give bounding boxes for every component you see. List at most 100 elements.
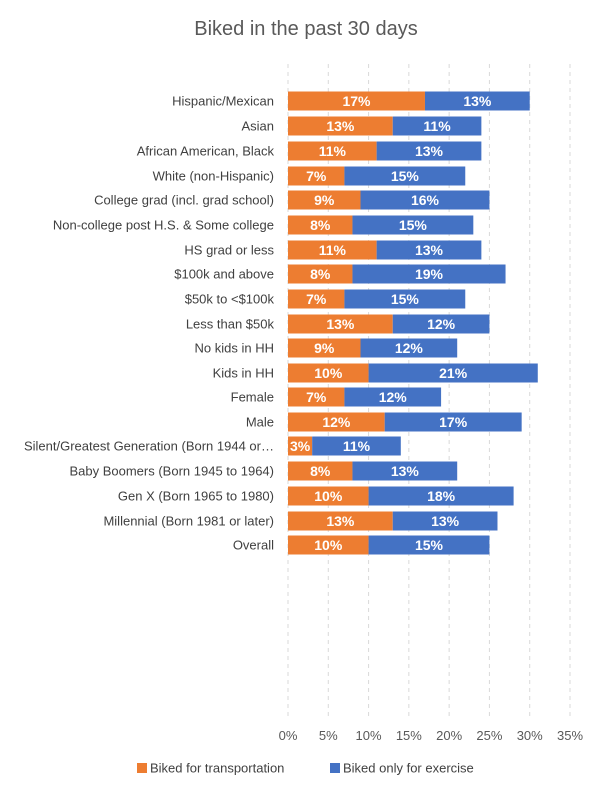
bar-exercise [352, 215, 474, 235]
category-label: $100k and above [174, 267, 274, 282]
bar-transportation [288, 215, 353, 235]
x-tick-label: 25% [476, 728, 502, 743]
x-tick-label: 5% [319, 728, 338, 743]
data-label-transportation: 3% [290, 438, 311, 454]
x-tick-label: 35% [557, 728, 583, 743]
data-label-transportation: 10% [314, 365, 343, 381]
data-label-transportation: 13% [326, 513, 355, 529]
bar-exercise [384, 412, 522, 432]
bar-exercise [368, 363, 538, 383]
bar-transportation [288, 91, 425, 111]
bar-transportation [288, 240, 377, 260]
category-label: African American, Black [137, 144, 275, 159]
bar-exercise [392, 511, 498, 531]
category-label: HS grad or less [184, 243, 274, 258]
data-label-transportation: 12% [322, 414, 351, 430]
data-label-transportation: 8% [310, 463, 331, 479]
data-label-exercise: 13% [391, 463, 420, 479]
category-label: Millennial (Born 1981 or later) [103, 514, 274, 529]
category-label: Gen X (Born 1965 to 1980) [118, 489, 274, 504]
bar-exercise [352, 461, 458, 481]
bar-exercise [424, 91, 530, 111]
bar-exercise [344, 166, 466, 186]
data-label-exercise: 13% [431, 513, 460, 529]
category-label: Silent/Greatest Generation (Born 1944 or… [24, 439, 274, 454]
data-label-exercise: 12% [379, 389, 408, 405]
x-tick-label: 20% [436, 728, 462, 743]
data-label-transportation: 8% [310, 266, 331, 282]
bar-exercise [392, 314, 490, 334]
data-label-transportation: 11% [319, 143, 347, 159]
bar-exercise [344, 289, 466, 309]
bar-transportation [288, 141, 377, 161]
bar-exercise [368, 535, 490, 555]
x-tick-label: 15% [396, 728, 422, 743]
data-label-exercise: 16% [411, 192, 440, 208]
bar-transportation [288, 461, 353, 481]
category-label: Overall [233, 538, 274, 553]
data-label-exercise: 12% [427, 316, 456, 332]
data-label-transportation: 11% [319, 242, 347, 258]
category-label: Baby Boomers (Born 1945 to 1964) [69, 464, 274, 479]
bar-transportation [288, 486, 369, 506]
data-label-exercise: 13% [463, 93, 492, 109]
x-tick-label: 10% [356, 728, 382, 743]
legend-swatch-transportation [137, 763, 147, 773]
bar-transportation [288, 190, 361, 210]
data-label-exercise: 15% [391, 168, 420, 184]
bar-transportation [288, 387, 345, 407]
category-label: Female [231, 390, 274, 405]
bar-exercise [344, 387, 442, 407]
bar-exercise [368, 486, 514, 506]
data-label-transportation: 10% [314, 488, 343, 504]
bar-exercise [376, 141, 482, 161]
data-label-exercise: 12% [395, 340, 424, 356]
data-label-transportation: 9% [314, 192, 335, 208]
bar-exercise [352, 264, 506, 284]
x-axis-ticks: 0% 5% 10% 15% 20% 25% 30% 35% [279, 728, 584, 743]
data-label-exercise: 15% [415, 537, 444, 553]
x-tick-label: 0% [279, 728, 298, 743]
bar-exercise [360, 190, 490, 210]
data-label-exercise: 13% [415, 242, 444, 258]
data-label-exercise: 21% [439, 365, 468, 381]
data-label-exercise: 18% [427, 488, 456, 504]
bar-transportation [288, 436, 313, 456]
category-label: College grad (incl. grad school) [94, 193, 274, 208]
legend: Biked for transportation Biked only for e… [137, 761, 474, 776]
data-label-transportation: 10% [314, 537, 343, 553]
category-label: Male [246, 415, 274, 430]
bars: 17% 13% 13% 11% 11% 13% 7% 15% 9% 16% 8% 15% 11% 13% 8… [288, 91, 538, 555]
data-label-transportation: 7% [306, 389, 327, 405]
bar-transportation [288, 116, 393, 136]
data-label-exercise: 11% [343, 438, 371, 454]
category-label: Non-college post H.S. & Some college [53, 218, 274, 233]
data-label-transportation: 7% [306, 291, 327, 307]
category-label: Hispanic/Mexican [172, 94, 274, 109]
data-label-exercise: 17% [439, 414, 468, 430]
chart-title: Biked in the past 30 days [194, 18, 417, 40]
category-labels: Hispanic/Mexican Asian African American, B… [24, 94, 275, 553]
category-label: Kids in HH [213, 366, 274, 381]
bar-transportation [288, 412, 385, 432]
data-label-transportation: 7% [306, 168, 327, 184]
bar-exercise [376, 240, 482, 260]
data-label-transportation: 8% [310, 217, 331, 233]
data-label-exercise: 13% [415, 143, 444, 159]
x-tick-label: 30% [517, 728, 543, 743]
bar-transportation [288, 314, 393, 334]
category-label: No kids in HH [195, 341, 274, 356]
legend-label-exercise: Biked only for exercise [343, 761, 474, 776]
data-label-transportation: 13% [326, 316, 355, 332]
data-label-exercise: 15% [391, 291, 420, 307]
data-label-exercise: 11% [423, 118, 451, 134]
legend-swatch-exercise [330, 763, 340, 773]
data-label-transportation: 13% [326, 118, 355, 134]
data-label-transportation: 17% [342, 93, 371, 109]
bar-transportation [288, 511, 393, 531]
bar-transportation [288, 363, 369, 383]
bar-exercise [392, 116, 482, 136]
bar-transportation [288, 166, 345, 186]
bar-transportation [288, 535, 369, 555]
